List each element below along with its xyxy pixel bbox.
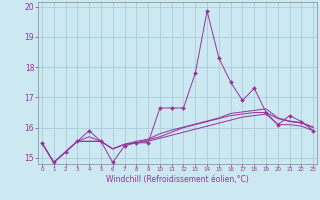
X-axis label: Windchill (Refroidissement éolien,°C): Windchill (Refroidissement éolien,°C) — [106, 175, 249, 184]
